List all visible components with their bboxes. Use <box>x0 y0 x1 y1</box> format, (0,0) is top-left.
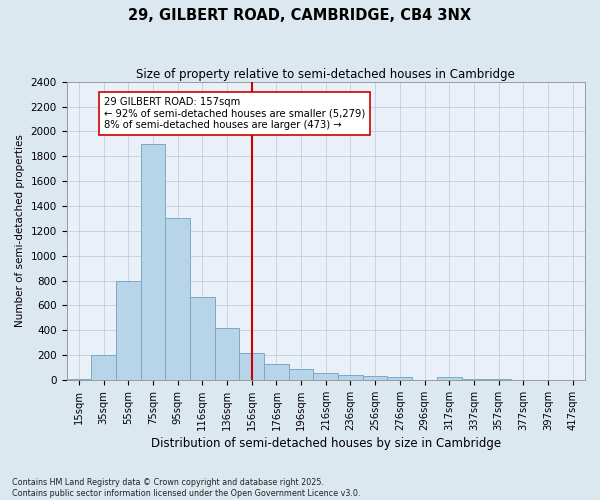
Bar <box>190 296 215 380</box>
Bar <box>437 378 461 380</box>
Bar <box>264 364 289 380</box>
Text: 29 GILBERT ROAD: 157sqm
← 92% of semi-detached houses are smaller (5,279)
8% of : 29 GILBERT ROAD: 157sqm ← 92% of semi-de… <box>104 96 365 130</box>
Bar <box>363 376 388 380</box>
Bar <box>388 378 412 380</box>
Bar <box>140 144 165 380</box>
Bar <box>338 375 363 380</box>
Bar <box>215 328 239 380</box>
Title: Size of property relative to semi-detached houses in Cambridge: Size of property relative to semi-detach… <box>136 68 515 80</box>
Bar <box>91 355 116 380</box>
Bar <box>313 372 338 380</box>
Bar <box>165 218 190 380</box>
Bar <box>116 280 140 380</box>
Bar <box>289 369 313 380</box>
Text: Contains HM Land Registry data © Crown copyright and database right 2025.
Contai: Contains HM Land Registry data © Crown c… <box>12 478 361 498</box>
Bar <box>239 352 264 380</box>
Text: 29, GILBERT ROAD, CAMBRIDGE, CB4 3NX: 29, GILBERT ROAD, CAMBRIDGE, CB4 3NX <box>128 8 472 22</box>
X-axis label: Distribution of semi-detached houses by size in Cambridge: Distribution of semi-detached houses by … <box>151 437 501 450</box>
Y-axis label: Number of semi-detached properties: Number of semi-detached properties <box>15 134 25 327</box>
